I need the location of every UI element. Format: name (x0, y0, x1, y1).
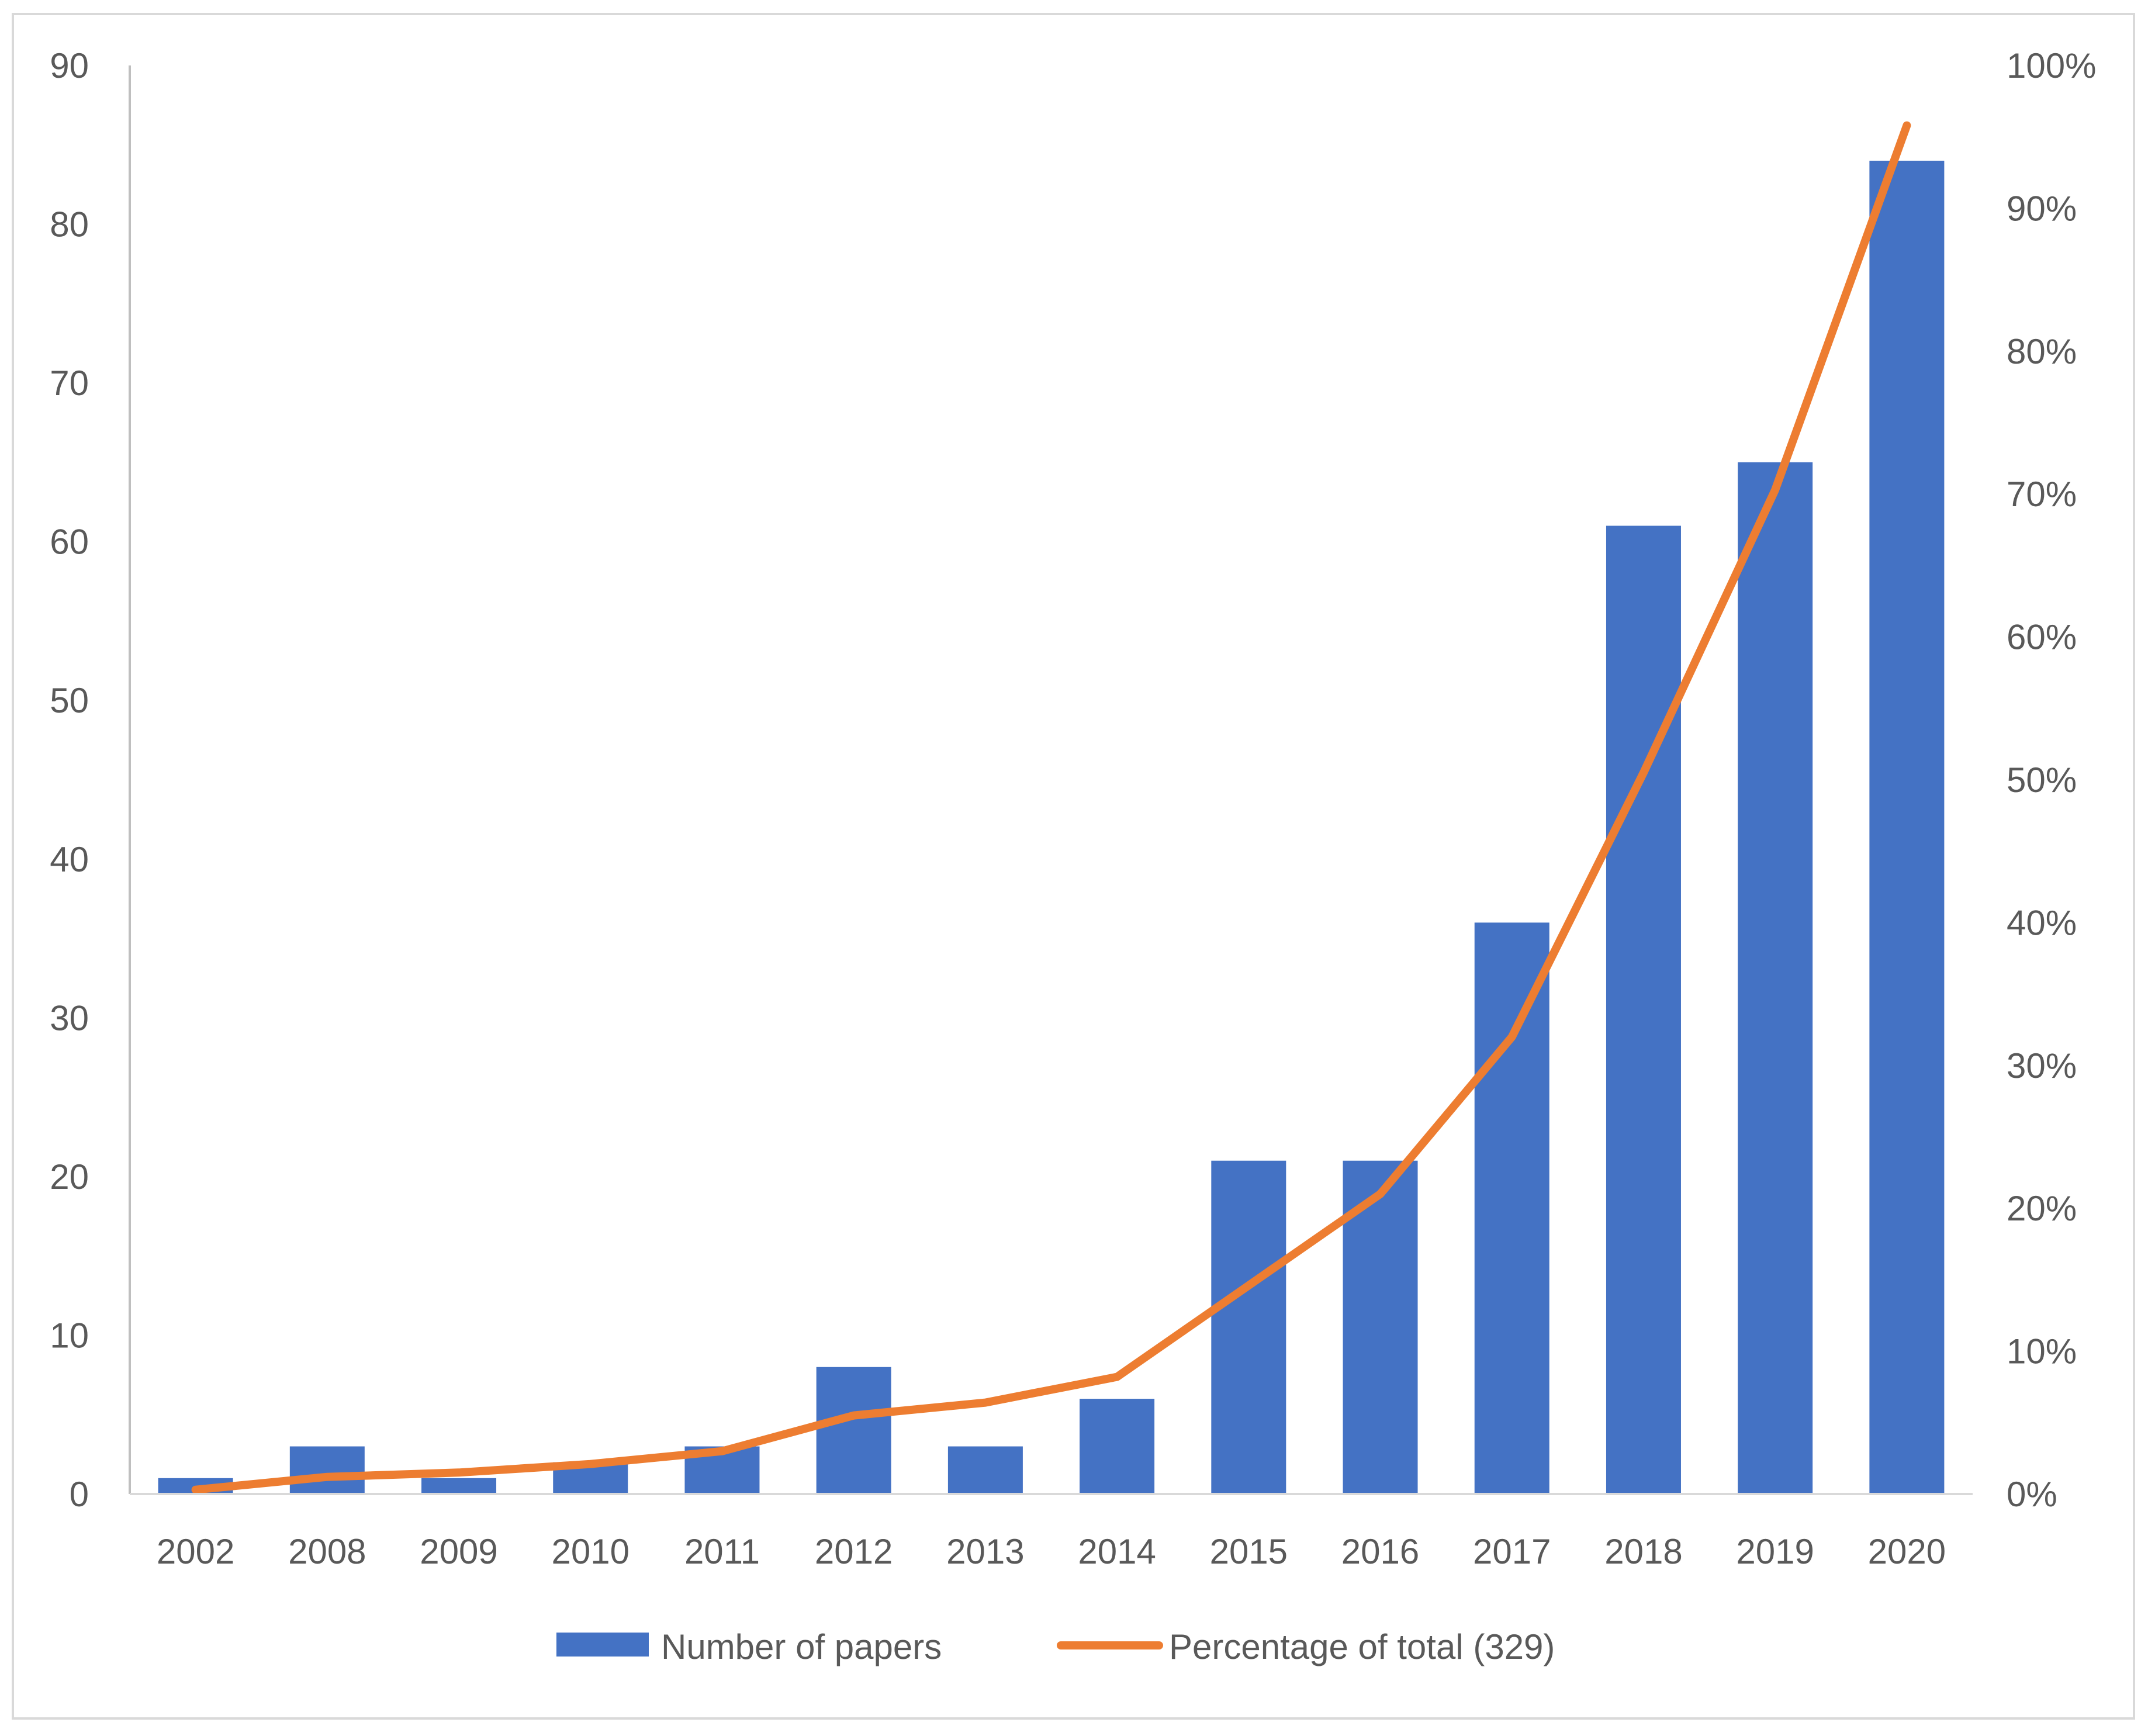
bar-2008 (289, 1446, 365, 1494)
y-left-tick-label: 10 (50, 1316, 89, 1355)
x-tick-label: 2008 (288, 1532, 366, 1571)
bar-2018 (1606, 525, 1681, 1494)
line-point-2009 (458, 1472, 460, 1474)
legend-item-line: Percentage of total (329) (1057, 1627, 1555, 1666)
y-left-tick-label: 20 (50, 1157, 89, 1196)
legend-label-bars: Number of papers (661, 1627, 942, 1666)
bar-2013 (947, 1446, 1023, 1494)
line-point-2012 (853, 1415, 855, 1416)
y-right-tick-label: 70% (2007, 475, 2077, 514)
x-tick-label: 2010 (552, 1532, 629, 1571)
line-point-2018 (1642, 772, 1644, 773)
bar-2012 (816, 1367, 891, 1494)
y-left-tick-label: 50 (50, 681, 89, 720)
line-point-2016 (1379, 1193, 1381, 1195)
line-point-2013 (984, 1402, 986, 1403)
x-axis-ticks: 2002 2008 2009 2010 2011 2012 2013 2014 2015 2016… (157, 1532, 1946, 1571)
y-left-tick-label: 70 (50, 364, 89, 403)
line-layer (191, 121, 1911, 1494)
line-point-2017 (1511, 1036, 1513, 1038)
line-series-percentage (191, 121, 1911, 1494)
y-left-tick-label: 30 (50, 998, 89, 1038)
line-point-2020 (1906, 125, 1908, 126)
line-point-2019 (1775, 489, 1776, 490)
bar-2019 (1738, 462, 1813, 1494)
x-tick-label: 2009 (420, 1532, 497, 1571)
y-left-tick-label: 60 (50, 523, 89, 562)
y-left-tick-label: 80 (50, 205, 89, 244)
line-point-2010 (590, 1463, 592, 1465)
y-right-tick-label: 30% (2007, 1046, 2077, 1085)
y-right-tick-label: 100% (2007, 46, 2096, 85)
axes-layer (129, 65, 1973, 1495)
x-tick-label: 2017 (1473, 1532, 1551, 1571)
line-point-2014 (1116, 1376, 1118, 1378)
y-left-tick-label: 0 (70, 1475, 89, 1514)
legend-label-line: Percentage of total (329) (1169, 1627, 1555, 1666)
x-tick-label: 2019 (1736, 1532, 1814, 1571)
y-right-tick-label: 10% (2007, 1332, 2077, 1371)
bar-2015 (1211, 1160, 1286, 1494)
line-point-2002 (195, 1489, 196, 1491)
legend-item-bars: Number of papers (556, 1627, 942, 1666)
x-tick-label: 2011 (684, 1532, 760, 1571)
legend: Number of papers Percentage of total (32… (556, 1627, 1555, 1666)
x-tick-label: 2014 (1078, 1532, 1156, 1571)
y-right-tick-label: 50% (2007, 760, 2077, 800)
y-axis-right-ticks: 0% 10% 20% 30% 40% 50% 60% 70% 80% 90% 100% (2007, 46, 2096, 1514)
bar-2017 (1474, 922, 1549, 1494)
bar-2014 (1080, 1399, 1155, 1494)
line-point-2015 (1248, 1285, 1250, 1287)
line-point-2011 (721, 1450, 723, 1452)
bar-2009 (421, 1478, 497, 1494)
y-right-tick-label: 20% (2007, 1189, 2077, 1228)
legend-swatch-bars (556, 1633, 649, 1657)
y-axis-left-ticks: 0 10 20 30 40 50 60 70 80 90 (50, 46, 89, 1514)
x-tick-label: 2016 (1341, 1532, 1419, 1571)
bar-2020 (1869, 160, 1945, 1494)
y-right-tick-label: 60% (2007, 618, 2077, 657)
bars-layer (158, 160, 1945, 1494)
y-right-tick-label: 90% (2007, 189, 2077, 228)
y-left-tick-label: 40 (50, 840, 89, 879)
y-right-tick-label: 80% (2007, 332, 2077, 371)
y-left-tick-label: 90 (50, 46, 89, 85)
x-tick-label: 2020 (1868, 1532, 1946, 1571)
line-point-2008 (326, 1476, 328, 1478)
x-tick-label: 2015 (1210, 1532, 1288, 1571)
x-tick-label: 2002 (157, 1532, 234, 1571)
y-right-tick-label: 0% (2007, 1475, 2057, 1514)
y-right-tick-label: 40% (2007, 903, 2077, 942)
x-tick-label: 2013 (946, 1532, 1024, 1571)
x-tick-label: 2018 (1604, 1532, 1682, 1571)
x-tick-label: 2012 (815, 1532, 893, 1571)
